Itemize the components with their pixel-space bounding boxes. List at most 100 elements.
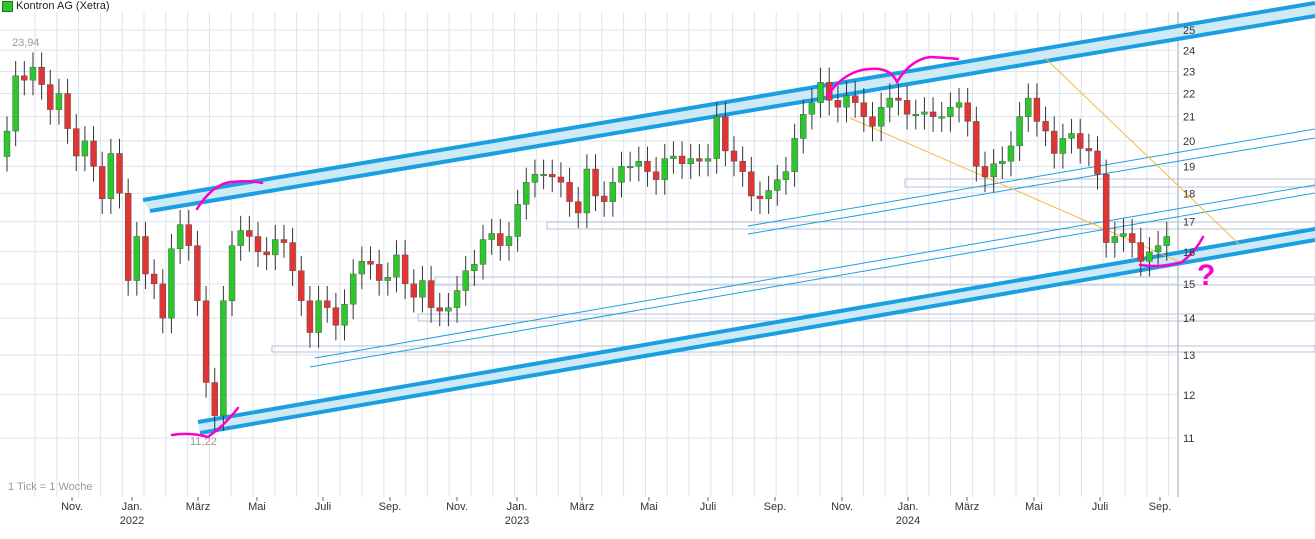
candle-body bbox=[1025, 97, 1032, 117]
support-box bbox=[434, 276, 1315, 286]
candle-body bbox=[635, 160, 643, 167]
candle-body bbox=[150, 273, 158, 285]
candle-body bbox=[393, 254, 400, 278]
candle-body bbox=[367, 260, 374, 265]
y-axis: 11 12 13 14 15 16 17 18 19 20 21 22 23 24 25 bbox=[1183, 25, 1195, 445]
candle-body bbox=[557, 176, 565, 183]
candle-body bbox=[462, 270, 469, 291]
candle-body bbox=[748, 171, 755, 197]
x-tick-label: Jan. bbox=[122, 501, 143, 513]
candle-body bbox=[1120, 233, 1127, 237]
x-tick-label: Sep. bbox=[379, 501, 402, 513]
candle-body bbox=[505, 236, 513, 246]
thin-channel-d bbox=[747, 137, 1315, 235]
x-year-label: 2023 bbox=[505, 515, 529, 527]
candle-body bbox=[1007, 145, 1015, 162]
candle-body bbox=[600, 195, 608, 202]
y-tick-label: 13 bbox=[1183, 350, 1195, 362]
candle-body bbox=[523, 182, 530, 205]
candle-body bbox=[1016, 116, 1023, 147]
hand-stroke-low bbox=[170, 406, 240, 439]
x-year-label: 2022 bbox=[120, 515, 144, 527]
candle-body bbox=[436, 307, 443, 312]
tick-note: 1 Tick = 1 Woche bbox=[8, 481, 93, 493]
candle-body bbox=[618, 166, 625, 183]
candle-body bbox=[739, 160, 746, 172]
thin-channel-a bbox=[314, 184, 1315, 359]
candle-body bbox=[124, 193, 132, 281]
candle-body bbox=[808, 102, 816, 115]
x-tick-label: Jan. bbox=[898, 501, 919, 513]
candle-body bbox=[540, 174, 547, 176]
candle-body bbox=[202, 300, 210, 383]
candle-body bbox=[921, 111, 928, 115]
candle-body bbox=[142, 236, 149, 275]
candle-body bbox=[929, 111, 937, 117]
candle-body bbox=[644, 160, 651, 172]
candle-body bbox=[1042, 121, 1049, 132]
support-box bbox=[546, 221, 1315, 230]
candles bbox=[3, 52, 1170, 432]
hand-stroke-mid bbox=[195, 179, 264, 211]
candle-body bbox=[159, 283, 166, 319]
candle-body bbox=[1033, 97, 1041, 122]
candle-body bbox=[722, 116, 729, 152]
candle-body bbox=[12, 75, 19, 132]
candle-body bbox=[90, 140, 97, 167]
candle-body bbox=[176, 224, 184, 249]
grid bbox=[0, 12, 1179, 497]
candle-body bbox=[471, 264, 478, 271]
candle-body bbox=[981, 166, 989, 178]
candle-body bbox=[1111, 236, 1119, 243]
candle-body bbox=[843, 95, 850, 108]
candle-body bbox=[1102, 174, 1110, 243]
candle-body bbox=[254, 236, 262, 252]
x-tick-label: Mai bbox=[248, 501, 266, 513]
candle-body bbox=[696, 158, 703, 162]
candle-body bbox=[64, 93, 71, 129]
candle-body bbox=[575, 201, 582, 214]
upper-channel-top bbox=[142, 1, 1315, 202]
candle-body bbox=[955, 102, 963, 108]
y-tick-label: 14 bbox=[1183, 313, 1195, 325]
candle-body bbox=[358, 260, 366, 275]
candle-body bbox=[817, 82, 824, 103]
candle-body bbox=[687, 158, 694, 164]
annotations: 23,94 11,22? bbox=[12, 37, 1215, 448]
y-tick-label: 20 bbox=[1183, 136, 1195, 148]
x-tick-label: Juli bbox=[315, 501, 332, 513]
candle-body bbox=[800, 114, 807, 139]
candle-body bbox=[626, 166, 634, 169]
candle-body bbox=[246, 230, 253, 237]
candle-body bbox=[315, 300, 322, 333]
candle-body bbox=[29, 66, 37, 81]
candle-body bbox=[427, 280, 435, 308]
lower-channel-fill bbox=[198, 229, 1315, 433]
candle-body bbox=[194, 245, 201, 301]
lower-channel-top bbox=[197, 227, 1315, 424]
low-price-label: 11,22 bbox=[190, 436, 217, 448]
chart-title: Kontron AG (Xetra) bbox=[2, 0, 110, 12]
hand-stroke-recent bbox=[1138, 235, 1205, 268]
candle-body bbox=[237, 230, 244, 246]
y-tick-label: 22 bbox=[1183, 89, 1195, 101]
chart-title-text: Kontron AG (Xetra) bbox=[16, 0, 110, 12]
upper-channel-fill bbox=[143, 3, 1315, 211]
y-tick-label: 17 bbox=[1183, 217, 1195, 229]
high-price-label: 23,94 bbox=[12, 37, 40, 49]
x-tick-label: Mai bbox=[1025, 501, 1043, 513]
support-box bbox=[271, 345, 1315, 353]
candle-body bbox=[947, 107, 954, 117]
candle-body bbox=[895, 97, 902, 101]
candle-body bbox=[869, 116, 876, 127]
candle-body bbox=[1154, 245, 1162, 252]
candle-body bbox=[1163, 236, 1170, 246]
candle-body bbox=[384, 277, 392, 281]
x-tick-label: Nov. bbox=[61, 501, 83, 513]
question-mark: ? bbox=[1197, 259, 1215, 292]
candle-body bbox=[107, 153, 115, 200]
lower-channel-bottom bbox=[199, 238, 1315, 435]
candle-body bbox=[410, 283, 417, 298]
candle-body bbox=[583, 168, 591, 214]
candle-body bbox=[349, 273, 357, 305]
